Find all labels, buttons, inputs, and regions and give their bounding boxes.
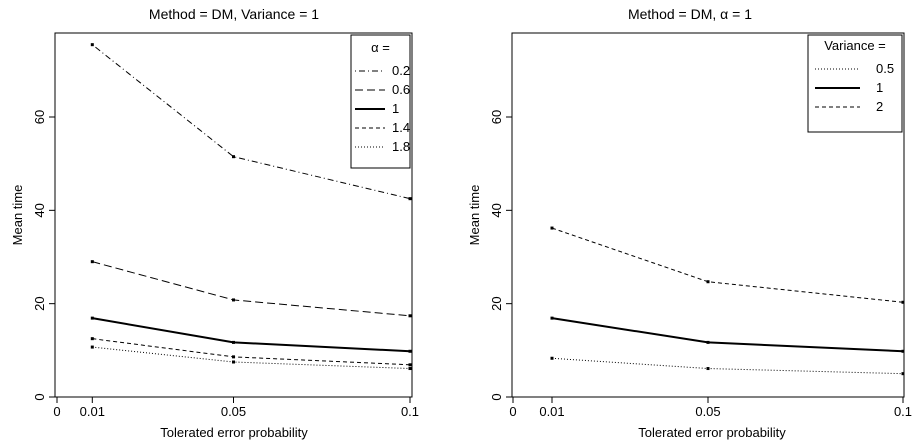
left-data-point <box>408 363 412 367</box>
right-x-tick-label: 0.1 <box>894 404 912 419</box>
right-data-point <box>706 280 710 284</box>
left-legend-label: 1.4 <box>392 120 410 135</box>
left-x-tick-label: 0.01 <box>80 404 105 419</box>
left-data-point <box>232 340 235 344</box>
left-data-point <box>232 155 235 159</box>
right-legend-label: 0.5 <box>876 61 894 76</box>
left-x-tick-label: 0 <box>53 404 60 419</box>
left-data-point <box>408 197 412 201</box>
left-x-axis-label: Tolerated error probability <box>160 425 308 440</box>
left-legend: α =0.2 0.6 1 1.4 1.8 <box>350 34 411 169</box>
left-data-point <box>232 298 235 302</box>
right-series-line-0-5 <box>551 357 904 375</box>
right-data-point <box>550 356 554 360</box>
right-x-axis-label: Tolerated error probability <box>638 425 786 440</box>
left-legend-label: 1.8 <box>392 139 410 154</box>
right-data-point <box>550 316 554 320</box>
left-data-point <box>408 314 412 318</box>
left-series-line-1 <box>92 317 411 353</box>
left-legend-label: 0.6 <box>392 82 410 97</box>
right-x-tick-label: 0.05 <box>695 404 720 419</box>
right-data-point <box>550 226 554 230</box>
left-data-point <box>90 316 94 320</box>
right-y-tick-label: 0 <box>489 393 504 400</box>
right-legend: Variance = 0.5 1 2 <box>807 34 903 133</box>
right-legend-label: 1 <box>876 80 883 95</box>
right-series-line-2 <box>551 227 904 303</box>
right-axes: 0 0.01 0.05 0.1 0 20 40 60 <box>489 110 912 419</box>
left-chart-title: Method = DM, Variance = 1 <box>149 6 319 22</box>
right-y-tick-label: 40 <box>489 203 504 217</box>
right-series-line-1 <box>551 317 904 353</box>
left-data-point <box>232 355 235 359</box>
left-data-point <box>232 360 235 364</box>
left-data-point <box>90 260 94 264</box>
right-data-point <box>901 372 905 376</box>
left-data-point <box>90 43 94 47</box>
left-series-line-0-2 <box>91 44 411 200</box>
left-y-tick-label: 40 <box>32 203 47 217</box>
left-data-point <box>90 337 94 341</box>
right-x-tick-label: 0 <box>509 404 516 419</box>
right-data-marks <box>550 226 905 376</box>
right-y-tick-label: 20 <box>489 296 504 310</box>
left-y-axis-label: Mean time <box>10 185 25 246</box>
left-data-point <box>408 349 412 353</box>
left-legend-box <box>350 34 411 169</box>
left-y-tick-label: 20 <box>32 296 47 310</box>
left-data-point <box>408 367 412 371</box>
left-data-point <box>90 345 94 349</box>
right-y-axis-label: Mean time <box>467 185 482 246</box>
right-data-point <box>901 300 905 304</box>
left-chart-panel: Method = DM, Variance = 1 0 0.01 0.05 0.1 0 2… <box>10 6 419 440</box>
left-y-tick-label: 0 <box>32 393 47 400</box>
left-x-tick-label: 0.1 <box>401 404 419 419</box>
right-chart-title: Method = DM, α = 1 <box>628 6 752 22</box>
left-series-line-1-8 <box>92 346 411 370</box>
right-legend-title: Variance = <box>824 38 886 53</box>
right-y-tick-label: 60 <box>489 110 504 124</box>
left-legend-title: α = <box>371 40 390 55</box>
right-data-point <box>706 340 710 344</box>
left-legend-label: 1 <box>392 101 399 116</box>
left-y-tick-label: 60 <box>32 110 47 124</box>
left-data-marks <box>90 43 412 371</box>
left-x-tick-label: 0.05 <box>221 404 246 419</box>
left-legend-label: 0.2 <box>392 63 410 78</box>
right-x-tick-label: 0.01 <box>539 404 564 419</box>
right-data-point <box>706 367 710 371</box>
left-series-line-0-6 <box>92 261 411 317</box>
right-data-point <box>901 349 905 353</box>
right-chart-panel: Method = DM, α = 1 0 0.01 0.05 0.1 0 20 40 60 T… <box>467 6 912 440</box>
right-legend-box <box>807 34 903 133</box>
left-axes: 0 0.01 0.05 0.1 0 20 40 60 <box>32 110 419 419</box>
right-legend-label: 2 <box>876 99 883 114</box>
